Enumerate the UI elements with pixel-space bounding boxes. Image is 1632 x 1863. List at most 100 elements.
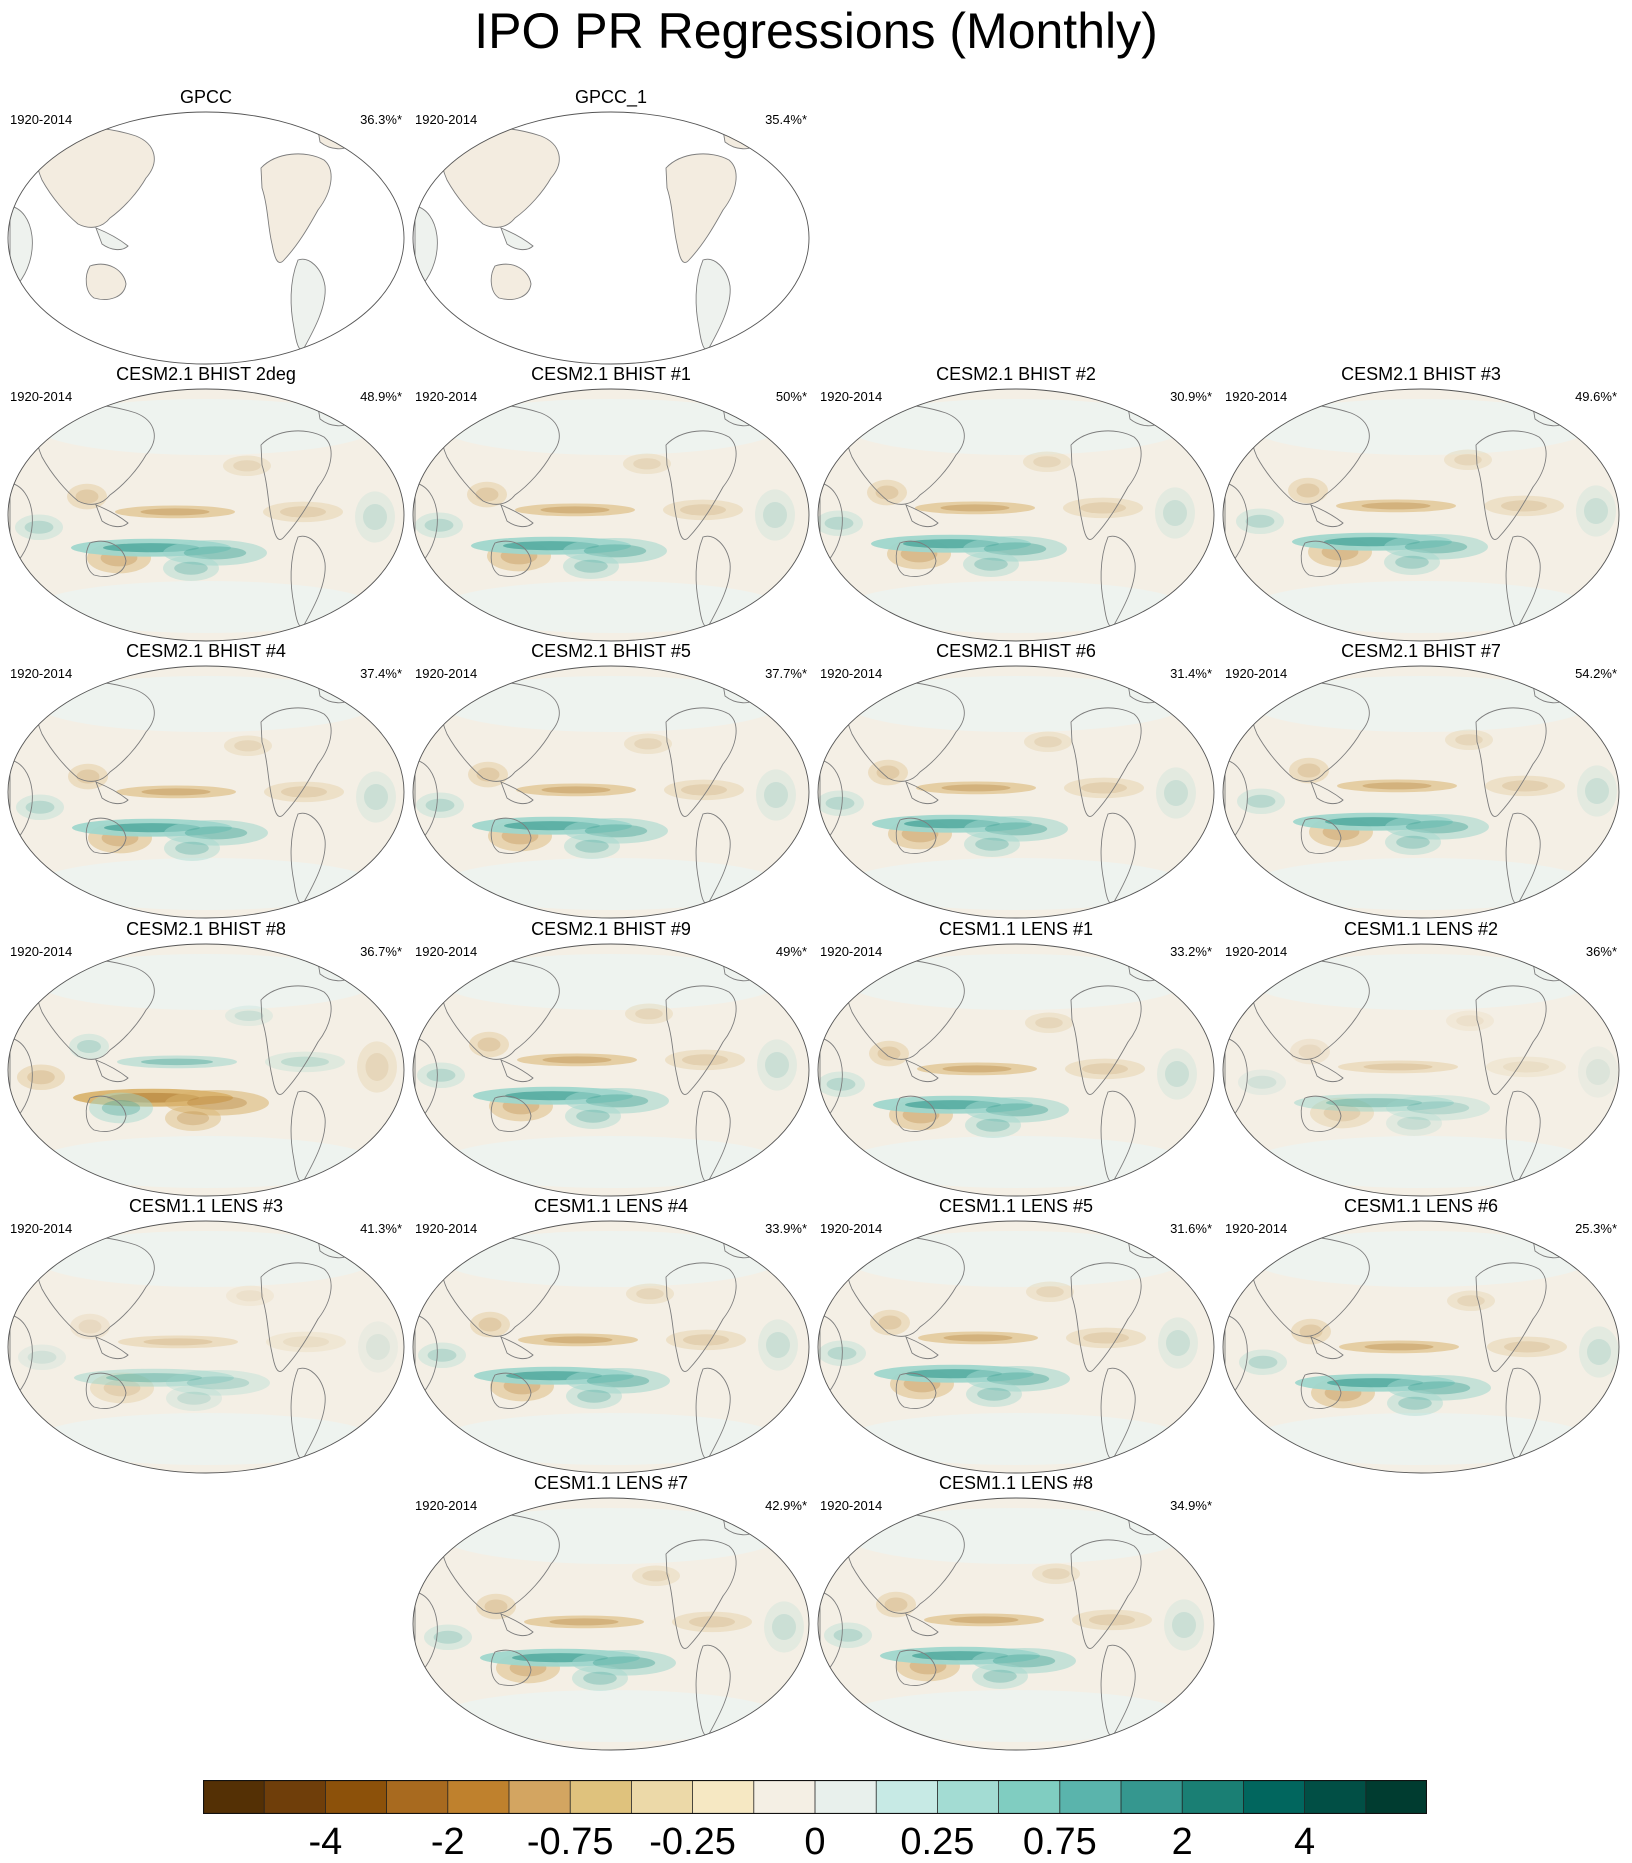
field-blob — [143, 1338, 213, 1346]
field-blob — [467, 481, 507, 508]
colorbar-swatch — [937, 1780, 1000, 1814]
field-blob — [1163, 500, 1187, 526]
coastline — [1475, 707, 1547, 817]
field-blob — [1297, 763, 1321, 778]
panel-variance-pct: 36.7%* — [360, 944, 402, 959]
field-blob — [1455, 734, 1483, 746]
field-blob — [515, 503, 635, 517]
coastline — [490, 1372, 532, 1409]
field-blob — [1236, 508, 1284, 535]
field-blob — [1387, 1375, 1491, 1401]
coastline — [440, 958, 560, 1060]
field-blob — [1397, 1116, 1431, 1130]
field-blob — [1065, 1058, 1145, 1080]
field-blob — [983, 1669, 1017, 1683]
field-blob — [1066, 1327, 1146, 1349]
panel-variance-pct: 48.9%* — [360, 389, 402, 404]
field-blob — [1172, 1612, 1196, 1638]
field-blob — [974, 557, 1008, 571]
map-panel: CESM1.1 LENS #4 1920-2014 33.9%* — [411, 1195, 811, 1475]
coastline — [440, 403, 560, 505]
field-blob — [1387, 1390, 1443, 1416]
coastline — [500, 227, 534, 251]
precip-regression-map — [412, 1220, 810, 1474]
field-blob — [623, 453, 671, 475]
field-blob — [116, 785, 236, 799]
field-blob — [1246, 794, 1276, 808]
field-blob — [70, 1313, 110, 1340]
panel-period: 1920-2014 — [415, 1221, 478, 1236]
coastline — [440, 1512, 560, 1614]
field-blob — [67, 483, 107, 510]
coastline — [1300, 1095, 1342, 1132]
map-border — [1222, 943, 1620, 1197]
field-blob — [878, 1315, 902, 1330]
field-blob — [164, 820, 268, 846]
coastline — [1070, 985, 1142, 1095]
coastline — [1300, 817, 1342, 854]
field-blob — [825, 796, 855, 810]
map-panel: CESM2.1 BHIST #6 1920-2014 31.4%* — [816, 640, 1216, 920]
coastline — [1070, 1539, 1142, 1649]
field-blob — [575, 839, 609, 853]
field-blob — [975, 837, 1009, 851]
coastline — [95, 1336, 129, 1360]
panel-period: 1920-2014 — [415, 666, 478, 681]
field-blob — [283, 1336, 329, 1348]
colorbar-tick-label: 4 — [1294, 1821, 1316, 1863]
colorbar-swatch — [692, 1780, 755, 1814]
field-blob — [101, 1100, 141, 1116]
panel-period: 1920-2014 — [1225, 1221, 1288, 1236]
panel-variance-pct: 54.2%* — [1575, 666, 1617, 681]
field-blob — [1585, 778, 1609, 804]
field-blob — [74, 1368, 234, 1387]
field-blob — [427, 1348, 457, 1362]
field-blob — [1158, 1317, 1198, 1369]
field-blob — [281, 1056, 329, 1068]
precip-regression-map — [1222, 388, 1620, 642]
field-blob — [689, 1616, 735, 1628]
colorbar-swatch — [1243, 1780, 1306, 1814]
map-panel: CESM1.1 LENS #3 1920-2014 41.3%* — [6, 1195, 406, 1475]
field-blob — [223, 455, 271, 477]
precip-regression-map — [7, 943, 405, 1197]
coastline — [895, 1095, 937, 1132]
field-blob — [766, 1332, 790, 1358]
field-blob — [632, 1565, 680, 1587]
field-blob — [1251, 1413, 1591, 1465]
field-blob — [1384, 534, 1488, 560]
field-blob — [577, 1389, 611, 1403]
field-blob — [75, 489, 99, 504]
precip-regression-map — [817, 1220, 1215, 1474]
field-blob — [1576, 485, 1616, 537]
field-blob — [985, 1103, 1049, 1117]
field-blob — [583, 1671, 617, 1685]
map-border — [1222, 388, 1620, 642]
field-blob — [89, 1092, 153, 1124]
panel-title: CESM2.1 BHIST #8 — [126, 919, 286, 939]
field-blob — [1502, 780, 1548, 792]
field-blob — [972, 1648, 1076, 1674]
field-blob — [584, 824, 648, 838]
colorbar-swatch — [1181, 1780, 1245, 1814]
field-blob — [949, 1616, 1019, 1624]
field-blob — [972, 1663, 1028, 1689]
field-blob — [1289, 757, 1329, 784]
panel-period: 1920-2014 — [820, 944, 883, 959]
field-blob — [1237, 788, 1285, 815]
map-panel: CESM2.1 BHIST #3 1920-2014 49.6%* — [1221, 363, 1621, 643]
field-blob — [36, 1231, 376, 1287]
coastline — [35, 126, 155, 228]
coastline — [500, 504, 534, 528]
field-blob — [516, 783, 636, 797]
field-blob — [683, 1334, 729, 1346]
precip-regression-map — [817, 388, 1215, 642]
coastline — [260, 153, 332, 263]
field-blob — [884, 1597, 908, 1612]
coastline — [1310, 1059, 1344, 1083]
coastline — [85, 540, 127, 577]
precip-regression-map — [412, 1497, 810, 1751]
colorbar-tick-label: 0.25 — [900, 1821, 975, 1863]
field-blob — [1156, 767, 1196, 819]
field-blob — [592, 1656, 656, 1670]
